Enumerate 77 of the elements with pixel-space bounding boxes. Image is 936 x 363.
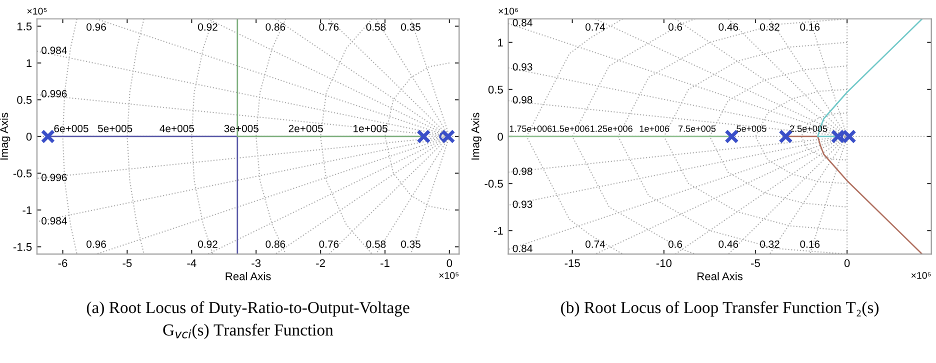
x-tick-label: 0: [446, 259, 452, 268]
annotation: 0.92: [198, 240, 218, 248]
annotation: 0.76: [319, 23, 339, 31]
annotation: 0.76: [319, 240, 339, 248]
annotation: 0.6: [668, 23, 682, 31]
annotation: 0.35: [401, 23, 420, 31]
x-tick-label: -1: [380, 259, 390, 268]
annotation: 0.93: [512, 63, 532, 71]
x-tick-label: -3: [252, 259, 261, 268]
annotation: 0.96: [86, 240, 106, 248]
x-axis-title: Real Axis: [698, 272, 743, 280]
annotation: 0.96: [86, 23, 106, 31]
annotation: 0.996: [42, 174, 67, 182]
y-tick-label: 1: [498, 38, 503, 46]
x-tick-label: -15: [564, 259, 580, 268]
annotation: 1e+006: [640, 125, 670, 132]
annotation: 0.32: [760, 240, 780, 248]
annotation: 1.5e+006: [552, 125, 590, 132]
y-tick-label: 1.5: [18, 22, 32, 30]
x-axis-title: Real Axis: [226, 272, 271, 280]
x-tick-label: -5: [751, 259, 760, 268]
annotation: 0.74: [586, 23, 606, 31]
annotation: 0.74: [586, 240, 606, 248]
x-tick-label: 0: [844, 259, 850, 268]
annotation: 0.984: [42, 217, 67, 225]
annotation: 0.58: [366, 240, 386, 248]
annotation: 0.86: [266, 23, 286, 31]
x-tick-label: -6: [58, 259, 68, 268]
annotation: 5e+005: [98, 124, 132, 132]
annotation: 0.84: [512, 244, 532, 252]
annotation: 0.32: [760, 23, 780, 31]
y-tick-label: 0.5: [488, 86, 503, 94]
y-axis-title: Imag Axis: [471, 112, 482, 160]
annotation: 7.5e+005: [678, 125, 716, 132]
annotation: 0.98: [512, 96, 532, 104]
annotation: 0.46: [718, 240, 738, 248]
annotation: 0.86: [266, 240, 286, 248]
annotation: 4e+005: [160, 124, 194, 132]
annotation: 1.25e+006: [590, 125, 632, 132]
annotation: 0.35: [401, 240, 420, 248]
x-tick-label: -10: [656, 259, 672, 268]
annotation: 2e+005: [288, 124, 323, 132]
text: (a) Root Locus of Duty-Ratio-to-Output-Voltage G$_{vci}$(s) Transfer Function: [86, 301, 410, 340]
annotation: 0.46: [718, 23, 738, 31]
y-tick-label: 0: [498, 132, 503, 141]
annotation: 0.984: [42, 46, 67, 54]
annotation: 0.16: [800, 240, 820, 248]
y-tick-label: -1: [22, 206, 32, 214]
text: (b) Root Locus of Loop Transfer Function T₂(s): [561, 301, 879, 317]
annotation: 0.92: [198, 23, 218, 31]
text: ×10⁵: [439, 272, 459, 279]
annotation: 0.93: [512, 200, 532, 208]
annotation: 0.6: [668, 240, 682, 248]
annotation: 1.75e+006: [510, 125, 552, 132]
x-tick-label: -4: [187, 259, 196, 268]
y-axis-title: Imag Axis: [0, 112, 10, 160]
annotation: 6e+005: [54, 124, 88, 132]
y-tick-label: -0.5: [13, 170, 32, 178]
y-tick-label: -0.5: [484, 180, 503, 188]
y-tick-label: 0: [26, 132, 32, 141]
y-tick-label: -1: [494, 226, 503, 235]
text: ×10⁵: [911, 272, 931, 279]
x-tick-label: -2: [316, 259, 325, 268]
annotation: 0.16: [800, 23, 820, 31]
annotation: 0.84: [512, 19, 532, 26]
text: ×10⁵: [27, 8, 47, 15]
annotation: 5e+005: [736, 125, 766, 132]
x-tick-label: -5: [122, 259, 132, 268]
annotation: 3e+005: [224, 124, 258, 132]
y-tick-label: 0.5: [17, 96, 32, 104]
annotation: 1e+005: [354, 124, 388, 132]
y-tick-label: -1.5: [13, 243, 32, 251]
text: ×10⁶: [498, 8, 518, 15]
annotation: 0.996: [42, 90, 67, 98]
annotation: 0.58: [366, 23, 386, 31]
annotation: 0.98: [512, 168, 532, 176]
y-tick-label: 1: [26, 59, 32, 68]
